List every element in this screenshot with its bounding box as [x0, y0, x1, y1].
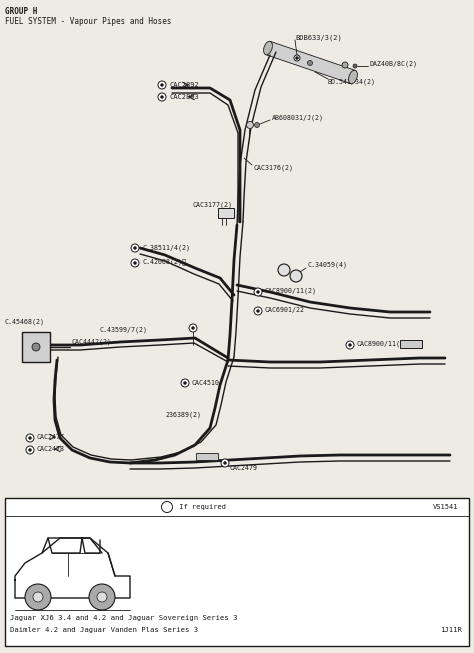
Text: CAC8900/11(4): CAC8900/11(4)	[357, 341, 409, 347]
Circle shape	[290, 270, 302, 282]
Circle shape	[131, 259, 139, 267]
Text: C.43599/7(2): C.43599/7(2)	[100, 326, 148, 333]
Text: Jaguar XJ6 3.4 and 4.2 and Jaguar Sovereign Series 3: Jaguar XJ6 3.4 and 4.2 and Jaguar Sovere…	[10, 615, 237, 621]
Text: CAC2477: CAC2477	[37, 434, 65, 440]
Bar	[196, 453, 218, 460]
Text: GROUP H: GROUP H	[5, 7, 37, 16]
Text: 1J11R: 1J11R	[440, 627, 462, 633]
Circle shape	[89, 584, 115, 610]
Polygon shape	[266, 41, 355, 84]
Text: 236389(2): 236389(2)	[165, 412, 201, 419]
Circle shape	[221, 459, 229, 467]
Circle shape	[254, 307, 262, 315]
Bar	[400, 340, 422, 348]
Circle shape	[97, 592, 107, 602]
Text: CAC2892: CAC2892	[170, 82, 200, 88]
Text: AB608031/J(2): AB608031/J(2)	[272, 115, 324, 121]
Circle shape	[348, 343, 352, 347]
Text: BD.541/34(2): BD.541/34(2)	[328, 79, 376, 86]
Circle shape	[191, 326, 194, 330]
Circle shape	[183, 381, 186, 385]
Circle shape	[255, 123, 259, 127]
Circle shape	[308, 61, 312, 65]
Circle shape	[246, 121, 254, 129]
Circle shape	[158, 81, 166, 89]
Text: CAC3176(2): CAC3176(2)	[254, 165, 294, 171]
Text: DAZ40B/8C(2): DAZ40B/8C(2)	[370, 61, 418, 67]
Circle shape	[161, 84, 164, 86]
Text: CAC3177(2): CAC3177(2)	[193, 202, 233, 208]
Circle shape	[134, 261, 137, 264]
Text: CAC2479: CAC2479	[230, 465, 258, 471]
Circle shape	[224, 462, 227, 464]
Circle shape	[33, 592, 43, 602]
Circle shape	[134, 246, 137, 249]
Circle shape	[131, 244, 139, 252]
Text: VS1541: VS1541	[432, 504, 458, 510]
Ellipse shape	[264, 41, 273, 55]
Text: C.45468(2): C.45468(2)	[5, 319, 45, 325]
Circle shape	[28, 436, 31, 439]
Circle shape	[295, 57, 299, 59]
Circle shape	[161, 95, 164, 99]
Circle shape	[342, 62, 348, 68]
Text: If required: If required	[175, 504, 226, 510]
Ellipse shape	[348, 71, 357, 84]
Circle shape	[26, 434, 34, 442]
Circle shape	[162, 502, 173, 513]
Text: 1: 1	[165, 504, 169, 510]
Text: CAC4510: CAC4510	[192, 380, 220, 386]
Circle shape	[26, 446, 34, 454]
Text: CAC2478: CAC2478	[37, 446, 65, 452]
Text: BDB633/3(2): BDB633/3(2)	[295, 35, 342, 41]
Text: CAC6901/22: CAC6901/22	[265, 307, 305, 313]
Bar	[218, 208, 234, 218]
Text: CAC2893: CAC2893	[170, 94, 200, 100]
Text: C.34059(4): C.34059(4)	[308, 262, 348, 268]
Text: C.42008(2)①: C.42008(2)①	[143, 259, 187, 265]
Circle shape	[256, 291, 259, 293]
Text: CAC4442(2): CAC4442(2)	[72, 339, 112, 345]
Circle shape	[158, 93, 166, 101]
Circle shape	[189, 324, 197, 332]
Text: C.38511/4(2): C.38511/4(2)	[143, 245, 191, 251]
Circle shape	[25, 584, 51, 610]
Circle shape	[28, 449, 31, 451]
Bar	[5, 498, 469, 646]
Circle shape	[278, 264, 290, 276]
Text: Daimler 4.2 and Jaguar Vanden Plas Series 3: Daimler 4.2 and Jaguar Vanden Plas Serie…	[10, 627, 198, 633]
Circle shape	[256, 310, 259, 313]
Circle shape	[294, 55, 300, 61]
Text: CAC8900/11(2): CAC8900/11(2)	[265, 288, 317, 295]
Text: FUEL SYSTEM - Vapour Pipes and Hoses: FUEL SYSTEM - Vapour Pipes and Hoses	[5, 18, 172, 27]
Circle shape	[353, 64, 357, 68]
Circle shape	[346, 341, 354, 349]
Bar	[22, 332, 50, 362]
Circle shape	[181, 379, 189, 387]
Circle shape	[254, 288, 262, 296]
Circle shape	[32, 343, 40, 351]
